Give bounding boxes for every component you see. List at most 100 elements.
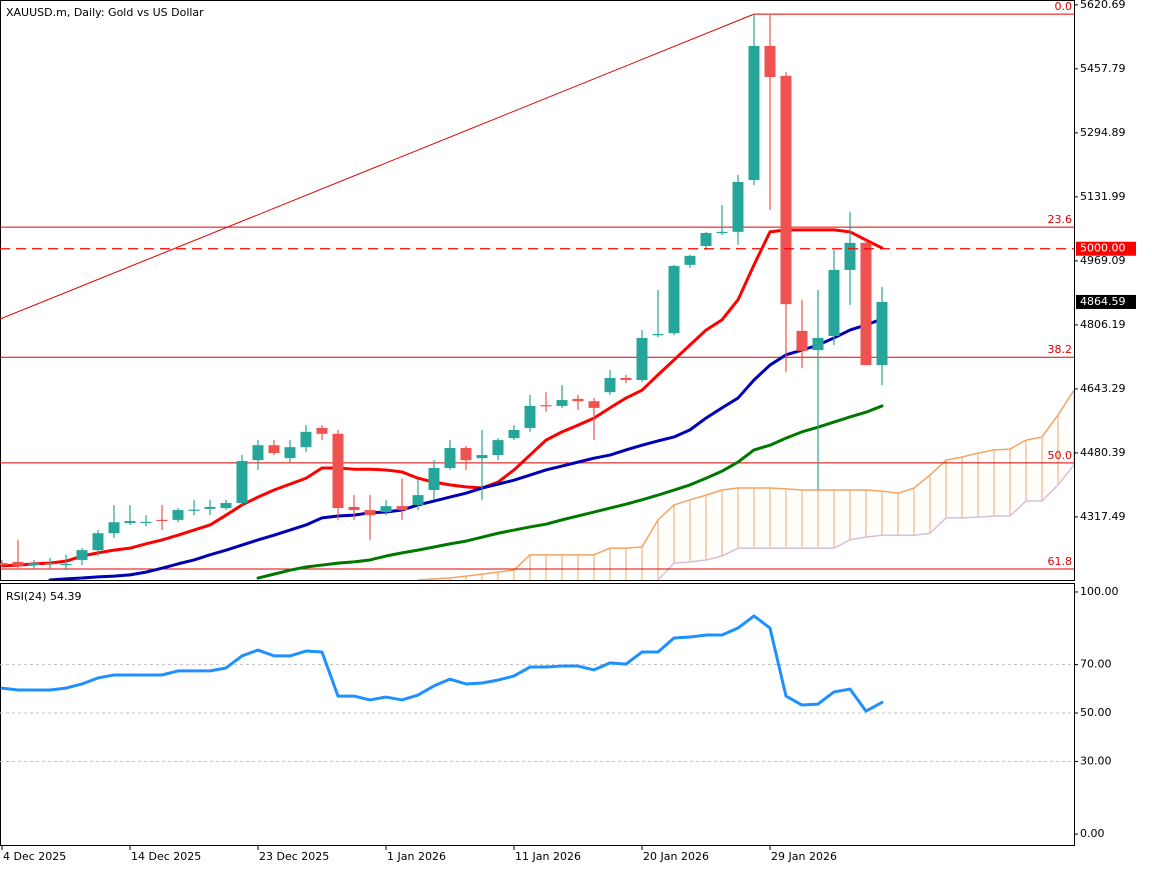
candle-body [540,405,552,407]
candle-body [844,242,856,270]
price-level-box [1076,241,1136,256]
candle-body [684,255,696,265]
candle-body [428,468,440,491]
candle-body [268,445,280,454]
candle-body [812,337,824,351]
candle-body [252,445,264,461]
moving-average [48,317,884,580]
fib-label: 61.8 [1048,555,1073,568]
candle-body [92,533,104,551]
candle-body [364,510,376,516]
y-tick-label: 5294.89 [1080,126,1126,139]
candle-body [60,563,72,566]
chart-title: XAUUSD.m, Daily: Gold vs US Dollar [6,6,204,19]
y-tick-label: 4969.09 [1080,254,1126,267]
fib-label: 50.0 [1048,449,1073,462]
candle-body [316,427,328,434]
candle-body [588,401,600,408]
candle-body [220,502,232,509]
candle-body [860,242,872,366]
y-tick-label: 50.00 [1080,706,1112,719]
candle-body [524,405,536,428]
candle-body [636,337,648,380]
candle-body [108,522,120,534]
y-tick-label: 70.00 [1080,658,1112,671]
candle-body [412,495,424,505]
candle-body [44,563,56,565]
candle-body [556,400,568,406]
x-tick-label: 29 Jan 2026 [771,850,837,863]
rsi-title: RSI(24) 54.39 [6,590,81,603]
y-tick-label: 4643.29 [1080,382,1126,395]
candle-body [668,266,680,334]
candle-body [828,269,840,336]
y-tick-label: 30.00 [1080,754,1112,767]
x-tick-label: 11 Jan 2026 [515,850,581,863]
candle-body [300,431,312,448]
y-tick-label: 0.00 [1080,827,1105,840]
candle-body [876,301,888,366]
fib-label: 38.2 [1048,343,1073,356]
rsi-last-value: 54.39 [50,590,82,603]
candle-body [140,521,152,524]
candle-body [620,378,632,380]
candle-body [572,398,584,402]
last-price-box [1076,294,1136,309]
main-panel [0,0,1075,581]
candle-body [508,429,520,439]
candle-body [172,510,184,520]
candle-body [716,231,728,234]
candle-body [732,181,744,232]
candle-body [188,509,200,511]
candle-body [380,506,392,513]
last-price-label: 4864.59 [1080,295,1126,308]
y-tick-label: 100.00 [1080,585,1119,598]
rsi-plot [0,614,1074,762]
y-tick-label: 5620.69 [1080,0,1126,11]
candle-body [204,506,216,509]
price-level-label: 5000.00 [1080,242,1126,255]
fib-label: 0.0 [1055,0,1073,13]
candle-body [748,45,760,180]
moving-average [256,404,884,580]
y-tick-label: 5457.79 [1080,62,1126,75]
fib-trendline [0,13,755,320]
axes: 5620.69 5457.79 5294.89 5131.99 4969.09 4806.… [1,0,1136,863]
candle-body [652,334,664,336]
fib-label: 23.6 [1048,213,1073,226]
candle-body [444,447,456,469]
candle-body [156,519,168,522]
rsi-name: RSI(24) [6,590,46,603]
y-tick-label: 4806.19 [1080,318,1126,331]
candle-body [348,506,360,511]
main-plot: 0.0 23.6 38.2 50.0 61.8 [0,0,1074,580]
candle-body [604,378,616,393]
candle-body [28,563,40,566]
candle-body [124,521,136,524]
y-tick-label: 4480.39 [1080,446,1126,459]
rsi-panel [0,583,1075,846]
x-tick-label: 1 Jan 2026 [387,850,446,863]
candle-body [76,550,88,560]
candle-body [460,447,472,461]
candle-body [796,330,808,351]
cloud-span-b [657,464,1074,580]
candle-body [284,447,296,459]
cloud-span-a [417,389,1074,580]
rsi-line [0,614,884,713]
candle-body [492,440,504,456]
candle-body [780,75,792,305]
y-tick-label: 5131.99 [1080,190,1126,203]
candle-body [0,563,8,566]
candle-body [700,233,712,246]
x-tick-label: 23 Dec 2025 [259,850,329,863]
moving-average [0,228,884,568]
candle-body [12,561,24,566]
candle-body [236,460,248,503]
candle-body [764,45,776,78]
x-tick-label: 20 Jan 2026 [643,850,709,863]
x-tick-label: 4 Dec 2025 [3,850,66,863]
candle-body [332,433,344,509]
